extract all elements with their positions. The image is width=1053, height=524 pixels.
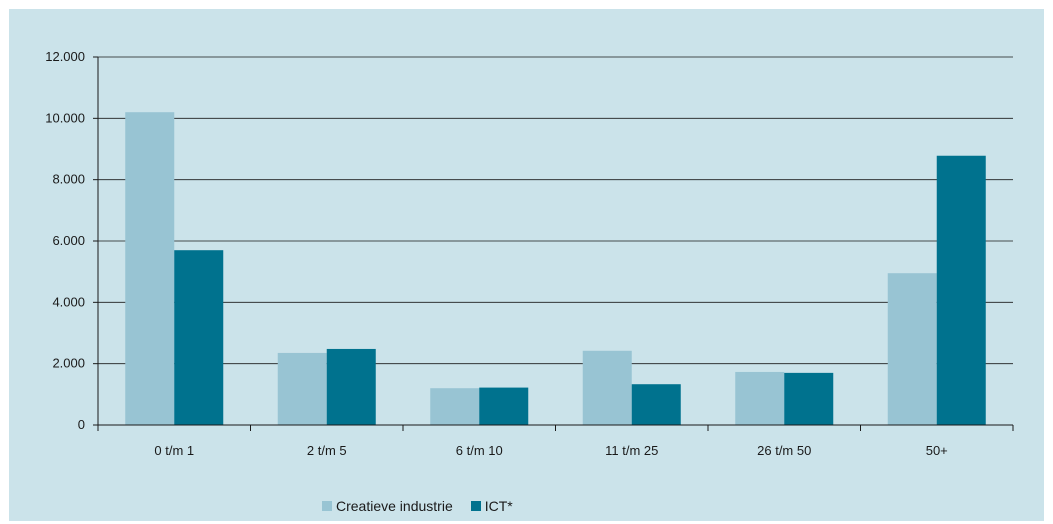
bar-ict-1 — [326, 348, 376, 425]
bar-creatieve-industrie-5 — [887, 273, 937, 425]
bar-ict-5 — [936, 155, 986, 425]
y-tick-label-1: 2.000 — [52, 356, 85, 371]
x-tick-label-0: 0 t/m 1 — [154, 443, 194, 458]
legend-item-creatieve-industrie: Creatieve industrie — [322, 498, 453, 514]
bar-creatieve-industrie-1 — [277, 352, 327, 425]
gridlines — [98, 56, 1013, 365]
legend-item-ict: ICT* — [470, 498, 513, 514]
bar-creatieve-industrie-3 — [582, 350, 632, 425]
y-tick-label-5: 10.000 — [45, 110, 85, 125]
bar-creatieve-industrie-2 — [430, 388, 480, 425]
x-tick-label-5: 50+ — [926, 443, 948, 458]
y-tick-label-0: 0 — [78, 417, 85, 432]
y-tick-label-6: 12.000 — [45, 49, 85, 64]
legend-swatch-creatieve-industrie — [322, 501, 332, 511]
legend-label-ict: ICT* — [484, 498, 513, 514]
y-tick-label-3: 6.000 — [52, 233, 85, 248]
x-tick-label-2: 6 t/m 10 — [456, 443, 503, 458]
bar-creatieve-industrie-4 — [735, 371, 785, 425]
bars — [125, 112, 986, 425]
y-tick-labels: 0 2.000 4.000 6.000 8.000 10.000 12.000 — [45, 49, 85, 432]
y-tick-label-2: 4.000 — [52, 294, 85, 309]
y-tick-label-4: 8.000 — [52, 172, 85, 187]
x-tick-label-3: 11 t/m 25 — [605, 443, 658, 458]
bar-ict-4 — [784, 372, 834, 425]
x-tick-label-1: 2 t/m 5 — [307, 443, 347, 458]
bar-ict-2 — [479, 387, 529, 425]
x-tick-label-4: 26 t/m 50 — [757, 443, 811, 458]
axes — [93, 56, 1014, 431]
x-tick-labels: 0 t/m 1 2 t/m 5 6 t/m 10 11 t/m 25 26 t/m 50… — [154, 443, 947, 458]
bar-ict-3 — [631, 384, 681, 425]
bar-ict-0 — [174, 250, 224, 425]
bar-creatieve-industrie-0 — [125, 112, 175, 425]
legend-swatch-ict — [470, 501, 481, 511]
legend-label-creatieve-industrie: Creatieve industrie — [336, 498, 453, 514]
legend: Creatieve industrie ICT* — [322, 498, 513, 514]
